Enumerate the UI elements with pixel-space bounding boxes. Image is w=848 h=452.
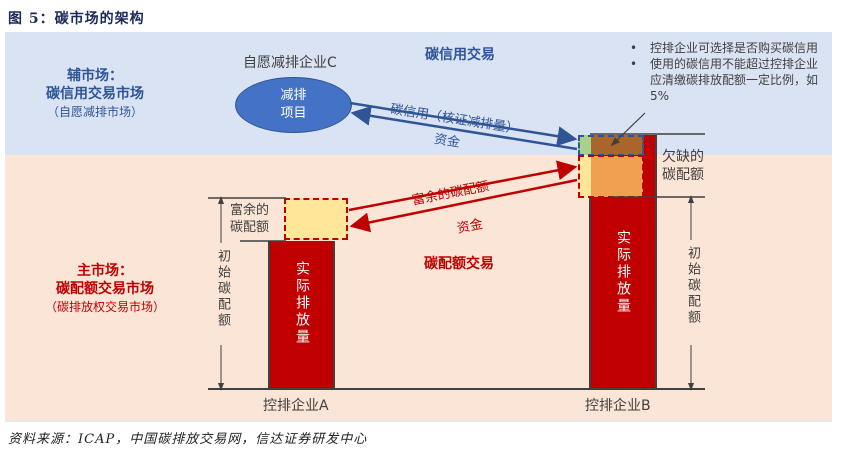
company-b-emission-label: 实际排放量 [615, 230, 631, 315]
company-a-surplus-box [284, 198, 348, 240]
company-b-allowance-overlap [578, 156, 591, 197]
company-b-initial-allowance-label: 初始碳配额 [683, 244, 702, 328]
project-line1: 减排 [280, 88, 307, 103]
primary-market-subtitle: （碳排放权交易市场） [44, 300, 165, 314]
note-item: 使用的碳信用不能超过控排企业应清缴碳排放配额一定比例，如5% [628, 56, 818, 104]
secondary-market-title: 辅市场： 碳信用交易市场 （自愿减排市场） [20, 67, 170, 120]
company-b-name: 控排企业B [585, 398, 651, 414]
primary-market-title: 主市场： 碳配额交易市场 （碳排放权交易市场） [25, 262, 185, 315]
surplus-label-line1: 富余的 [230, 203, 270, 218]
company-a-surplus-label: 富余的 碳配额 [230, 202, 269, 236]
arrow-credit-money-label: 资金 [433, 131, 462, 151]
company-a-initial-allowance-label: 初始碳配额 [213, 247, 232, 331]
notes-callout: 控排企业可选择是否购买碳信用 使用的碳信用不能超过控排企业应清缴碳排放配额一定比… [628, 40, 818, 104]
figure-source: 资料来源：ICAP，中国碳排放交易网，信达证券研发中心 [8, 432, 368, 447]
project-line2: 项目 [280, 106, 307, 121]
deficit-label-line2: 碳配额 [662, 167, 704, 183]
secondary-market-title-line2: 碳信用交易市场 [46, 86, 144, 102]
deficit-label-line1: 欠缺的 [662, 149, 704, 165]
divider [5, 420, 832, 422]
company-b-allowance-box [591, 156, 643, 197]
emission-reduction-project: 减排 项目 [235, 77, 352, 133]
company-a-name: 控排企业A [263, 398, 329, 414]
company-b-deficit-label: 欠缺的 碳配额 [662, 148, 704, 184]
primary-market-title-line1: 主市场： [77, 263, 133, 279]
figure-title: 图 5：碳市场的架构 [8, 11, 145, 27]
note-item: 控排企业可选择是否购买碳信用 [628, 40, 818, 56]
company-b-credit-overlap [578, 135, 591, 155]
carbon-credit-trading-label: 碳信用交易 [425, 47, 495, 63]
secondary-market-subtitle: （自愿减排市场） [46, 105, 143, 119]
company-a-emission-bar: 实际排放量 [268, 241, 335, 389]
company-a-emission-label: 实际排放量 [294, 261, 310, 346]
secondary-market-title-line1: 辅市场： [67, 68, 123, 84]
allowance-trading-label: 碳配额交易 [424, 256, 494, 272]
company-c-label: 自愿减排企业C [243, 55, 337, 71]
primary-market-title-line2: 碳配额交易市场 [56, 281, 154, 297]
surplus-label-line2: 碳配额 [230, 220, 270, 235]
